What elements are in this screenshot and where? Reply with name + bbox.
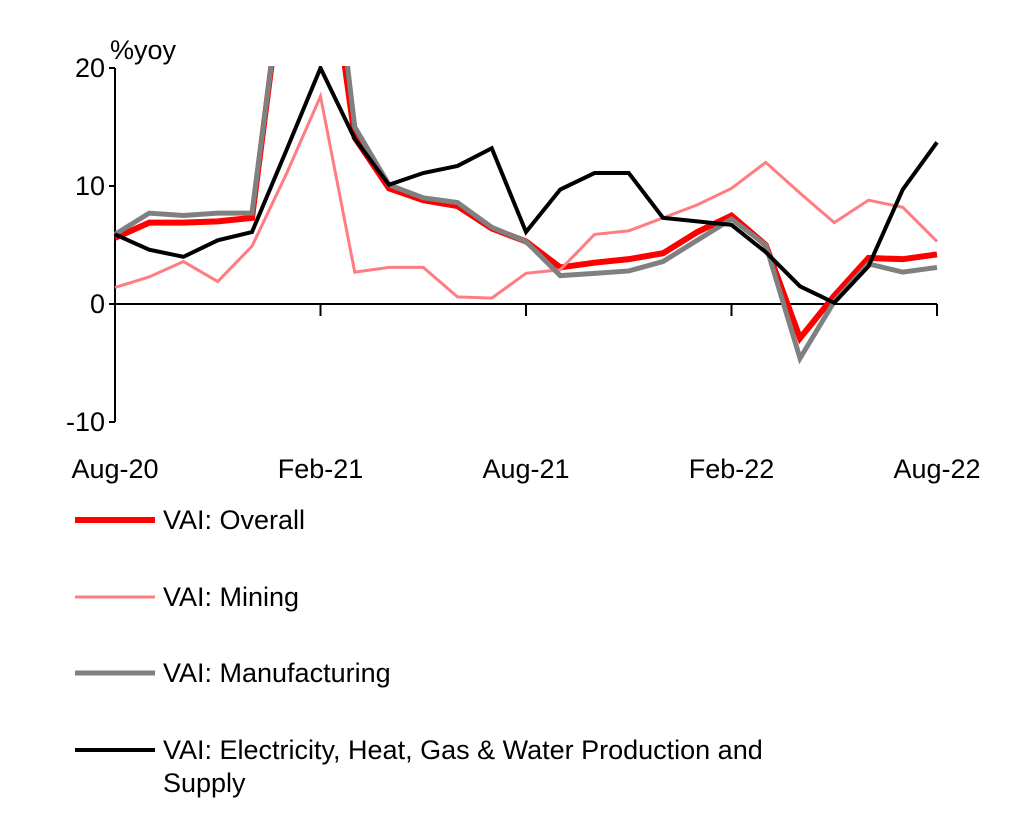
y-tick-label: 10 xyxy=(75,171,105,201)
legend-label-line: VAI: Electricity, Heat, Gas & Water Prod… xyxy=(163,735,763,765)
y-tick-label: 0 xyxy=(90,289,105,319)
legend-label-2: VAI: Manufacturing xyxy=(163,658,391,688)
y-tick-label: 20 xyxy=(75,53,105,83)
x-tick-label: Aug-22 xyxy=(893,454,980,484)
legend-label-line: Supply xyxy=(163,768,246,798)
legend-label-0: VAI: Overall xyxy=(163,505,305,535)
legend-label-3: VAI: Electricity, Heat, Gas & Water Prod… xyxy=(163,735,763,798)
series-line-1 xyxy=(115,96,937,298)
y-tick-label: -10 xyxy=(66,407,105,437)
x-tick-label: Aug-21 xyxy=(482,454,569,484)
legend-label-1: VAI: Mining xyxy=(163,582,299,612)
series-line-0 xyxy=(115,0,937,338)
x-tick-label: Feb-21 xyxy=(278,454,364,484)
y-axis-label: %yoy xyxy=(110,35,177,65)
x-tick-label: Feb-22 xyxy=(689,454,775,484)
x-tick-label: Aug-20 xyxy=(71,454,158,484)
series-line-3 xyxy=(115,68,937,303)
